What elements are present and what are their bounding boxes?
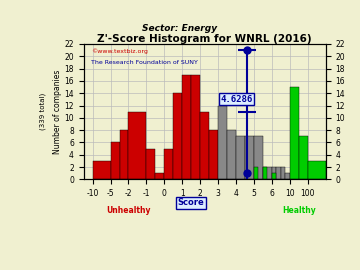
Text: The Research Foundation of SUNY: The Research Foundation of SUNY bbox=[91, 60, 198, 65]
Text: (339 total): (339 total) bbox=[39, 93, 46, 130]
Text: Score: Score bbox=[178, 198, 204, 207]
Y-axis label: Number of companies: Number of companies bbox=[53, 69, 62, 154]
Bar bbox=[263, 167, 272, 180]
Bar bbox=[156, 173, 164, 180]
Text: Healthy: Healthy bbox=[282, 206, 316, 215]
Bar bbox=[111, 143, 120, 180]
Bar bbox=[129, 112, 147, 180]
Bar bbox=[272, 167, 276, 180]
Text: 4.6286: 4.6286 bbox=[220, 95, 253, 104]
Text: ©www.textbiz.org: ©www.textbiz.org bbox=[91, 48, 148, 54]
Bar bbox=[236, 136, 245, 180]
Bar bbox=[308, 161, 326, 180]
Bar bbox=[182, 75, 191, 180]
Text: Unhealthy: Unhealthy bbox=[106, 206, 151, 215]
Bar bbox=[120, 130, 129, 180]
Bar bbox=[173, 93, 182, 180]
Bar bbox=[147, 148, 156, 180]
Bar bbox=[93, 161, 111, 180]
Bar bbox=[245, 136, 254, 180]
Bar bbox=[272, 173, 276, 180]
Bar bbox=[218, 106, 227, 180]
Bar bbox=[227, 130, 236, 180]
Title: Z'-Score Histogram for WNRL (2016): Z'-Score Histogram for WNRL (2016) bbox=[97, 34, 312, 44]
Bar bbox=[209, 130, 218, 180]
Bar bbox=[200, 112, 209, 180]
Bar bbox=[290, 87, 299, 180]
Bar bbox=[281, 167, 285, 180]
Bar bbox=[254, 167, 258, 180]
Bar bbox=[254, 136, 263, 180]
Bar bbox=[164, 148, 173, 180]
Text: Sector: Energy: Sector: Energy bbox=[143, 24, 217, 33]
Bar bbox=[285, 173, 290, 180]
Bar bbox=[276, 167, 281, 180]
Bar bbox=[299, 136, 308, 180]
Bar bbox=[263, 167, 267, 180]
Bar bbox=[191, 75, 200, 180]
